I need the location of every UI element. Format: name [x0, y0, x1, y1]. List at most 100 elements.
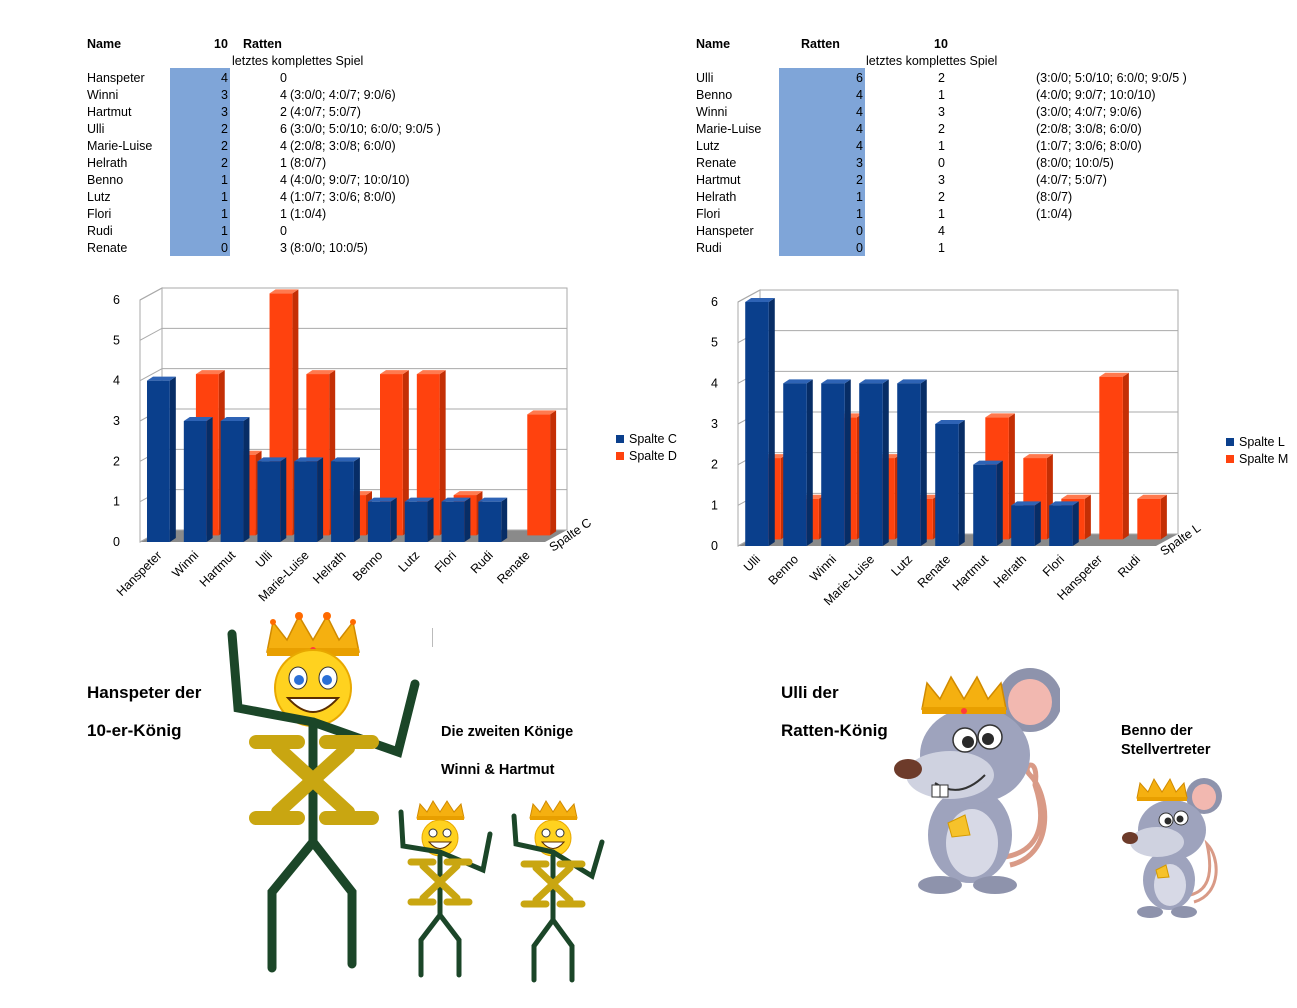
- bar-top: [985, 413, 1015, 418]
- right-header-name: Name: [696, 37, 731, 51]
- left-row-tens: 1: [221, 224, 228, 238]
- bar-side: [1160, 494, 1167, 540]
- bar-top: [478, 497, 508, 502]
- bar-side: [996, 460, 1003, 546]
- bar-top: [453, 491, 483, 496]
- x-tick-label: Ulli: [741, 552, 763, 574]
- legend-swatch-spalte-d: [616, 452, 624, 460]
- left-row-rats: 3: [280, 241, 287, 255]
- x-tick-label: Hanspeter: [114, 548, 165, 599]
- right-row-rats: 3: [856, 156, 863, 170]
- right-row-tens: 1: [938, 241, 945, 255]
- caption-second-kings-line1: Die zweiten Könige: [441, 724, 574, 740]
- bar-spalte-d: [380, 374, 403, 536]
- bar-spalte-c: [478, 501, 502, 542]
- right-row-tens: 1: [938, 88, 945, 102]
- right-row-name: Winni: [696, 105, 728, 119]
- x-tick-label: Helrath: [991, 552, 1029, 590]
- right-header-rats: Ratten: [801, 37, 840, 51]
- bar-spalte-c: [183, 421, 207, 542]
- left-row-detail: (4:0/0; 9:0/7; 10:0/10): [290, 173, 410, 187]
- legend-label-spalte-d: Spalte D: [629, 449, 677, 463]
- left-row-name: Helrath: [87, 156, 128, 170]
- bar-spalte-m: [1099, 376, 1123, 540]
- bar-spalte-l: [859, 383, 883, 546]
- bar-top: [380, 370, 409, 375]
- left-row-tens: 1: [221, 173, 228, 187]
- left-subheader: letztes komplettes Spiel: [232, 54, 364, 68]
- x-tick-label: Renate: [915, 552, 953, 590]
- right-row-detail: (8:0/7): [1036, 190, 1073, 204]
- y-tick-label: 3: [711, 417, 718, 431]
- right-row-rats: 2: [856, 173, 863, 187]
- x-tick-label: Renate: [494, 548, 532, 586]
- bar-top: [306, 370, 336, 375]
- legend-swatch-spalte-l: [1226, 438, 1234, 446]
- right-row-tens: 2: [938, 122, 945, 136]
- left-row-detail: (1:0/7; 3:0/6; 8:0/0): [290, 190, 396, 204]
- crown-icon: [921, 675, 1007, 714]
- bar-side: [280, 457, 287, 542]
- left-row-name: Hartmut: [87, 105, 132, 119]
- bar-side: [806, 379, 813, 546]
- left-row-tens: 1: [221, 207, 228, 221]
- left-row-name: Marie-Luise: [87, 139, 153, 153]
- left-row-name: Winni: [87, 88, 119, 102]
- left-header-rats: Ratten: [243, 37, 282, 51]
- bar-spalte-l: [935, 424, 959, 546]
- right-row-detail: (4:0/7; 5:0/7): [1036, 173, 1107, 187]
- bar-side: [427, 497, 434, 542]
- right-row-tens: 4: [938, 224, 945, 238]
- right-row-name: Benno: [696, 88, 733, 102]
- bar-spalte-c: [367, 501, 391, 542]
- bar-side: [439, 370, 446, 536]
- left-row-name: Flori: [87, 207, 112, 221]
- caption-rat-king-line2: Ratten-König: [781, 721, 888, 740]
- x-tick-label: Hartmut: [197, 548, 239, 590]
- caption-deputy-line1: Benno der: [1121, 723, 1193, 739]
- x-tick-label: Benno: [350, 548, 385, 583]
- left-row-detail: (1:0/4): [290, 207, 327, 221]
- smiley-face-icon: [421, 819, 459, 857]
- y-tick-label: 4: [113, 374, 120, 388]
- caption-second-kings-line2: Winni & Hartmut: [441, 762, 555, 778]
- bar-side: [550, 410, 557, 536]
- gridline: [737, 289, 1178, 303]
- x-tick-label: Lutz: [889, 552, 916, 579]
- y-tick-label: 0: [113, 535, 120, 549]
- x-tick-label: Flori: [432, 548, 459, 575]
- legend-item-spalte-d: Spalte D: [616, 449, 677, 463]
- bar-side: [390, 497, 397, 542]
- bar-top: [1061, 494, 1091, 499]
- bar-side: [844, 379, 851, 546]
- right-row-rats: 0: [856, 224, 863, 238]
- bar-spalte-l: [745, 302, 769, 546]
- left-row-rats: 4: [280, 88, 287, 102]
- right-row-tens: 0: [938, 156, 945, 170]
- right-row-name: Marie-Luise: [696, 122, 762, 136]
- bar-side: [1122, 372, 1129, 540]
- y-tick-label: 1: [711, 498, 718, 512]
- right-row-detail: (8:0/0; 10:0/5): [1036, 156, 1114, 170]
- bar-top: [1049, 501, 1079, 506]
- bar-top: [416, 370, 446, 375]
- legend-swatch-spalte-c: [616, 435, 624, 443]
- x-tick-label: Ulli: [253, 548, 275, 570]
- left-row-rats: 1: [280, 207, 287, 221]
- bar-side: [1072, 501, 1079, 546]
- caption-deputy-line2: Stellvertreter: [1121, 742, 1211, 758]
- x-tick-label: Helrath: [310, 548, 348, 586]
- gridline: [139, 368, 567, 382]
- bar-top: [404, 497, 434, 502]
- bar-top: [783, 379, 813, 384]
- bar-side: [920, 379, 927, 546]
- left-row-rats: 2: [280, 105, 287, 119]
- right-row-rats: 4: [856, 105, 863, 119]
- y-tick-label: 6: [711, 295, 718, 309]
- right-row-detail: (2:0/8; 3:0/8; 6:0/0): [1036, 122, 1142, 136]
- legend-item-spalte-l: Spalte L: [1226, 435, 1288, 449]
- left-row-rats: 1: [280, 156, 287, 170]
- right-row-tens: 2: [938, 190, 945, 204]
- bar-top: [195, 370, 225, 375]
